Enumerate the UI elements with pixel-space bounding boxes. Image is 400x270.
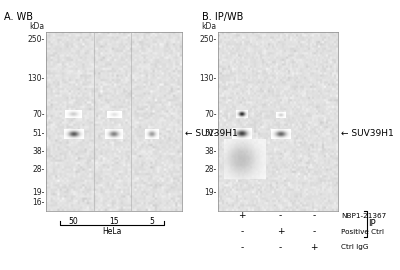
Text: 19-: 19- [204,188,217,197]
Text: 15: 15 [109,217,119,226]
Text: 28-: 28- [204,165,217,174]
Text: kDa: kDa [30,22,45,31]
Text: 16-: 16- [32,198,45,207]
Text: -: - [279,243,282,252]
Text: 70-: 70- [32,110,45,119]
Text: 50: 50 [68,217,78,226]
Text: -: - [312,211,316,221]
Text: NBP1-21367: NBP1-21367 [341,213,386,219]
Text: B. IP/WB: B. IP/WB [202,12,243,22]
Text: +: + [238,211,246,221]
Text: kDa: kDa [202,22,217,31]
Text: Positive Ctrl: Positive Ctrl [341,229,384,235]
Text: HeLa: HeLa [102,227,122,236]
Text: 70-: 70- [204,110,217,119]
Text: ← SUV39H1: ← SUV39H1 [341,129,394,138]
Text: 51-: 51- [32,129,45,138]
Text: 250-: 250- [200,35,217,44]
Text: ← SUV39H1: ← SUV39H1 [185,129,238,138]
Text: -: - [240,227,244,236]
Text: 51-: 51- [204,129,217,138]
Text: 250-: 250- [28,35,45,44]
Text: Ctrl IgG: Ctrl IgG [341,244,369,250]
Text: 130-: 130- [28,73,45,83]
Text: -: - [312,227,316,236]
Text: 130-: 130- [200,73,217,83]
Text: -: - [279,211,282,221]
Text: A. WB: A. WB [4,12,33,22]
Text: 19-: 19- [32,188,45,197]
Text: IP: IP [368,219,376,228]
Text: +: + [310,243,318,252]
Text: 28-: 28- [32,165,45,174]
Text: 5: 5 [150,217,154,226]
Text: +: + [277,227,284,236]
Text: 38-: 38- [32,147,45,156]
Text: -: - [240,243,244,252]
Text: 38-: 38- [204,147,217,156]
